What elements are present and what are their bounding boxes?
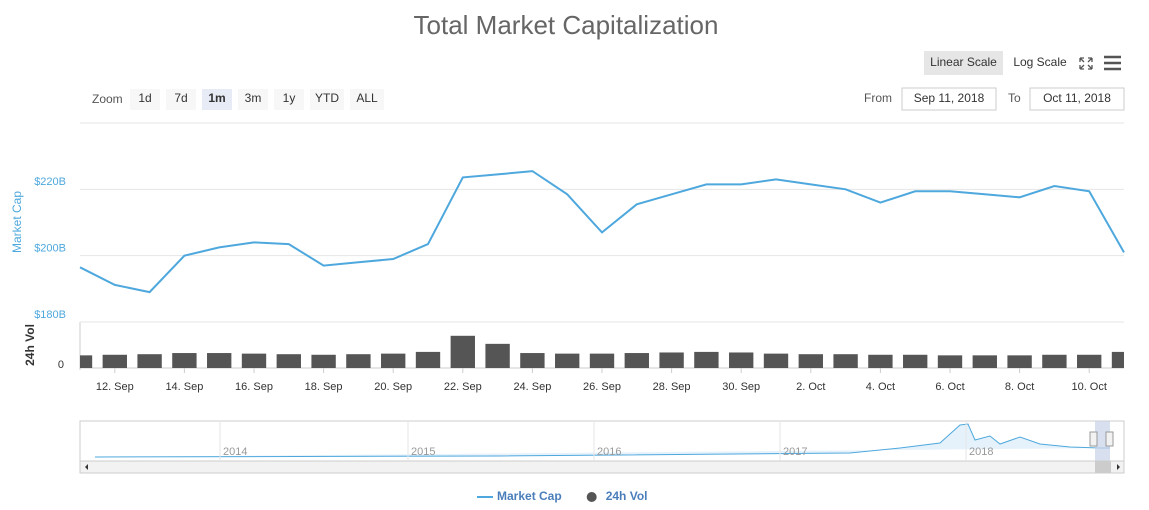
y2-axis-title: 24h Vol	[23, 324, 37, 366]
y-tick-label: $180B	[34, 309, 66, 321]
x-tick-label: 16. Sep	[235, 381, 273, 393]
volume-bar	[833, 354, 858, 368]
legend-label[interactable]: Market Cap	[497, 489, 562, 503]
to-label: To	[1008, 91, 1021, 105]
x-tick-label: 24. Sep	[513, 381, 551, 393]
zoom-button[interactable]	[350, 89, 384, 110]
volume-bar	[311, 354, 336, 368]
volume-bar	[207, 353, 232, 368]
volume-bar	[381, 353, 406, 368]
scale-button-label[interactable]: Linear Scale	[930, 55, 997, 69]
volume-bar	[1042, 354, 1067, 368]
x-tick-label: 28. Sep	[653, 381, 691, 393]
volume-bar	[346, 354, 371, 368]
navigator-selection[interactable]	[1095, 421, 1110, 461]
volume-bar	[555, 353, 580, 368]
volume-bar	[694, 351, 719, 368]
navigator-label: 2015	[411, 446, 435, 458]
zoom-button-label[interactable]: 3m	[245, 91, 262, 105]
menu-icons[interactable]	[1079, 55, 1121, 71]
x-tick-label: 2. Oct	[796, 381, 825, 393]
x-tick-label: 4. Oct	[866, 381, 895, 393]
chart-title: Total Market Capitalization	[414, 10, 719, 40]
navigator-label: 2018	[969, 446, 993, 458]
volume-bar	[80, 355, 93, 368]
to-value[interactable]: Oct 11, 2018	[1043, 91, 1111, 105]
y-axis-title: Market Cap	[10, 191, 24, 253]
zoom-button-label[interactable]: YTD	[315, 91, 339, 105]
volume-bar	[520, 353, 545, 368]
volume-bar	[172, 353, 197, 368]
x-tick-label: 22. Sep	[444, 381, 482, 393]
y-tick-label: $220B	[34, 176, 66, 188]
y2-tick-label: 0	[58, 359, 64, 371]
y-tick-label: $200B	[34, 243, 66, 255]
scale-button[interactable]	[924, 51, 1003, 75]
volume-bar	[415, 351, 441, 368]
volume-bar	[903, 354, 928, 368]
zoom-button[interactable]	[130, 89, 160, 110]
legend-marker	[586, 492, 597, 502]
navigator-label: 2016	[597, 446, 621, 458]
navigator-handle[interactable]	[1105, 431, 1114, 447]
volume-bar	[1077, 354, 1102, 368]
market-cap-line	[79, 170, 1125, 294]
navigator-series	[94, 423, 1110, 458]
x-tick-label: 12. Sep	[96, 381, 134, 393]
volume-bar	[1111, 351, 1124, 368]
zoom-button-label[interactable]: 7d	[174, 91, 187, 105]
to-input[interactable]	[1029, 87, 1125, 111]
x-tick-label: 26. Sep	[583, 381, 621, 393]
volume-bar	[798, 354, 823, 368]
zoom-button-label[interactable]: ALL	[356, 91, 378, 105]
from-input[interactable]	[901, 87, 997, 111]
x-tick-label: 8. Oct	[1005, 381, 1034, 393]
volume-bar	[624, 353, 649, 368]
zoom-button[interactable]	[274, 89, 304, 110]
zoom-button-label[interactable]: 1y	[283, 91, 296, 105]
zoom-button[interactable]	[238, 89, 268, 110]
volume-bar	[241, 353, 267, 368]
hamburger-icon[interactable]	[1104, 55, 1121, 71]
volume-bar	[868, 354, 893, 368]
volume-bar	[137, 354, 162, 368]
volume-bar	[729, 352, 754, 368]
legend-label[interactable]: 24h Vol	[606, 489, 648, 503]
x-tick-label: 14. Sep	[165, 381, 203, 393]
x-tick-label: 18. Sep	[305, 381, 343, 393]
fullscreen-icon[interactable]	[1079, 57, 1093, 70]
navigator-label: 2014	[223, 446, 247, 458]
scale-button-label[interactable]: Log Scale	[1013, 55, 1067, 69]
zoom-label: Zoom	[92, 92, 123, 106]
navigator-handle[interactable]	[1089, 431, 1098, 447]
scrollbar-thumb[interactable]	[1095, 461, 1111, 473]
volume-bar	[763, 353, 789, 368]
volume-bar	[485, 343, 510, 368]
scale-button[interactable]	[1006, 51, 1074, 75]
x-tick-label: 6. Oct	[935, 381, 964, 393]
volume-bar	[589, 353, 615, 368]
zoom-button[interactable]	[310, 89, 344, 110]
x-tick-label: 10. Oct	[1071, 381, 1106, 393]
zoom-button[interactable]	[202, 89, 232, 110]
volume-bar	[450, 335, 475, 368]
from-label: From	[864, 91, 892, 105]
volume-bar	[659, 352, 684, 368]
from-value[interactable]: Sep 11, 2018	[914, 91, 985, 105]
scrollbar[interactable]	[79, 460, 1125, 474]
volume-bar	[276, 354, 301, 368]
x-tick-label: 30. Sep	[722, 381, 760, 393]
volume-bar	[937, 355, 963, 368]
volume-bar	[1007, 355, 1032, 368]
volume-bar	[972, 355, 997, 368]
zoom-button[interactable]	[166, 89, 196, 110]
zoom-button-label[interactable]: 1m	[208, 91, 225, 105]
x-tick-label: 20. Sep	[374, 381, 412, 393]
zoom-button-label[interactable]: 1d	[138, 91, 151, 105]
navigator-label: 2017	[783, 446, 807, 458]
volume-bar	[102, 354, 127, 368]
